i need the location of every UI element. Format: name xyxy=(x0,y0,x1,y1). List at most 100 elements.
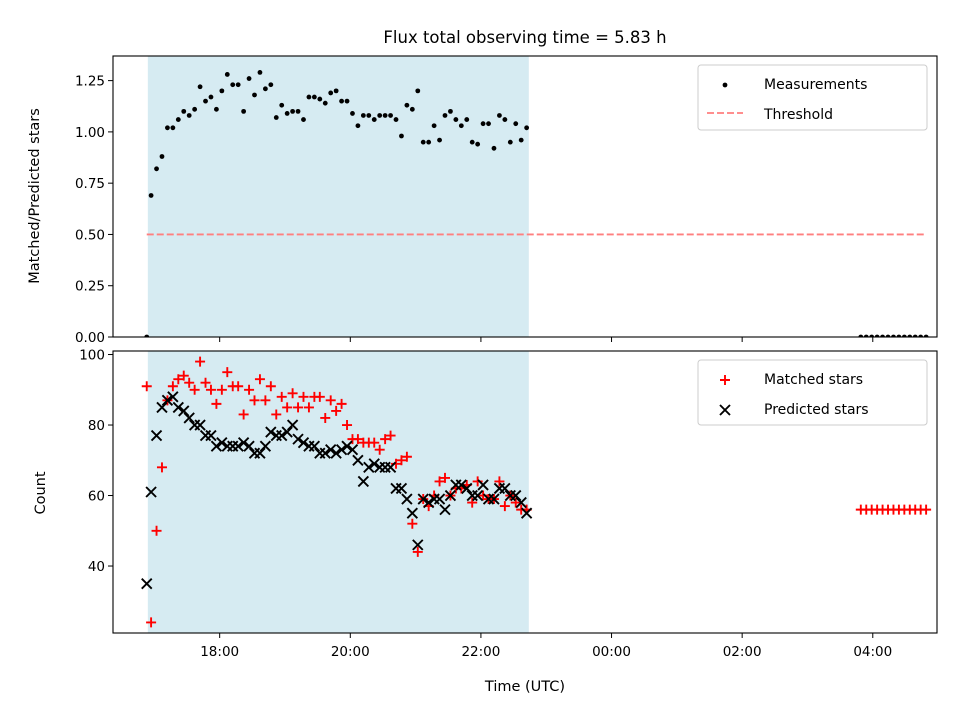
matched-star-point xyxy=(298,391,309,402)
predicted-star-point xyxy=(232,440,244,452)
predicted-star-point xyxy=(346,444,359,456)
y-axis-label-ratio: Matched/Predicted stars xyxy=(27,108,43,284)
matched-star-point xyxy=(385,430,396,441)
predicted-star-point xyxy=(254,447,266,459)
predicted-star-point xyxy=(141,577,153,590)
predicted-star-point xyxy=(194,419,206,431)
legend-measurement-swatch xyxy=(722,82,728,88)
matched-star-point xyxy=(222,367,233,378)
measurement-point xyxy=(858,334,864,337)
predicted-star-point xyxy=(259,440,272,452)
matched-star-point xyxy=(401,451,412,462)
matched-star-point xyxy=(205,384,216,395)
legend: Matched stars Predicted stars xyxy=(697,359,928,426)
measurement-point xyxy=(165,125,170,131)
measurement-point xyxy=(214,106,219,112)
legend-box xyxy=(697,359,928,426)
matched-star-point xyxy=(195,356,206,367)
predicted-star-point xyxy=(297,436,310,449)
predicted-star-point xyxy=(178,405,190,417)
measurement-point xyxy=(404,102,410,108)
measurement-point xyxy=(475,141,481,147)
predicted-star-point xyxy=(325,444,337,456)
measurement-point xyxy=(273,115,279,120)
legend-label: Threshold xyxy=(763,107,833,123)
measurement-point xyxy=(148,193,154,198)
measurement-point xyxy=(144,334,150,337)
measurement-point xyxy=(880,334,885,337)
measurement-point xyxy=(415,88,421,94)
predicted-star-point xyxy=(499,482,511,495)
measurement-point xyxy=(175,117,181,122)
measurement-point xyxy=(874,334,880,337)
measurement-point xyxy=(371,117,377,122)
legend-box xyxy=(697,64,928,131)
axes-frame xyxy=(112,55,938,338)
measurement-point xyxy=(480,121,486,127)
predicted-star-point xyxy=(384,461,397,473)
measurement-point xyxy=(497,113,502,118)
measurement-point xyxy=(388,113,393,118)
matched-star-point xyxy=(254,374,265,385)
plot-area xyxy=(141,356,932,628)
measurement-point xyxy=(507,139,513,145)
matched-star-point xyxy=(407,518,418,529)
predicted-star-point xyxy=(172,401,184,414)
predicted-star-point xyxy=(477,479,489,491)
matched-star-point xyxy=(510,497,521,508)
measurement-point xyxy=(154,166,159,172)
measurement-point xyxy=(901,334,907,337)
matched-star-point xyxy=(499,501,510,512)
matched-star-point xyxy=(342,420,353,431)
measurement-point xyxy=(464,117,470,122)
matched-star-point xyxy=(276,391,287,402)
matched-star-point xyxy=(472,476,483,487)
matched-star-point xyxy=(156,462,167,473)
matched-star-point xyxy=(178,370,189,381)
measurement-point xyxy=(907,334,913,337)
measurement-point xyxy=(159,154,165,159)
matched-star-point xyxy=(282,402,293,413)
predicted-star-point xyxy=(281,426,293,438)
measurement-point xyxy=(344,98,350,104)
predicted-star-point xyxy=(455,479,467,491)
predicted-star-point xyxy=(417,493,429,505)
predicted-star-point xyxy=(515,496,527,509)
predicted-star-point xyxy=(368,458,380,470)
chart-title: Flux total observing time = 5.83 h xyxy=(383,28,666,47)
matched-star-point xyxy=(238,409,249,420)
measurement-point xyxy=(518,137,524,143)
measurement-point xyxy=(295,108,301,114)
measurement-point xyxy=(382,113,388,118)
predicted-star-point xyxy=(406,507,419,519)
predicted-star-point xyxy=(205,429,217,442)
predicted-star-point xyxy=(422,496,435,509)
predicted-star-point xyxy=(433,493,446,505)
y-tick-label: 100 xyxy=(79,348,105,364)
plot-area xyxy=(144,70,929,337)
measurement-point xyxy=(377,113,383,118)
predicted-star-point xyxy=(216,436,228,449)
measurement-point xyxy=(170,125,176,131)
y-tick-label: 1.00 xyxy=(75,125,105,141)
matched-star-point xyxy=(412,546,423,557)
matched-star-point xyxy=(265,381,276,392)
bottom-panel-counts: 40 60 80 100 18:00 20:00 22:00 00:00 02:00 04:00 M… xyxy=(79,348,938,660)
predicted-star-point xyxy=(183,412,195,424)
measurement-point xyxy=(350,111,355,116)
predicted-star-point xyxy=(237,436,250,449)
measurement-point xyxy=(186,113,192,118)
measurement-point xyxy=(262,86,268,92)
predicted-star-point xyxy=(243,440,255,452)
x-tick-label: 22:00 xyxy=(461,644,500,660)
x-tick-label: 04:00 xyxy=(853,644,892,660)
predicted-star-point xyxy=(286,419,299,431)
measurement-point xyxy=(923,334,929,337)
measurement-point xyxy=(333,88,339,94)
y-tick-label: 80 xyxy=(88,418,105,434)
predicted-star-point xyxy=(167,391,179,403)
measurement-point xyxy=(224,72,230,77)
matched-star-point xyxy=(331,405,342,416)
measurement-point xyxy=(203,98,208,104)
measurement-point xyxy=(317,96,323,102)
